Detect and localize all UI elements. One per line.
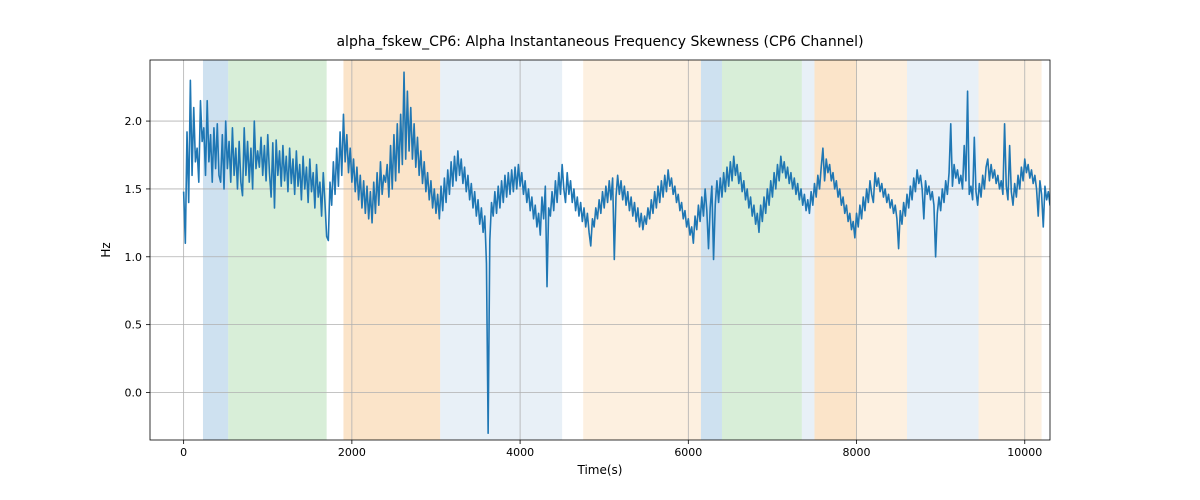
x-tick-label: 4000 [506, 446, 534, 459]
y-axis-ticks: 0.0 0.5 1.0 1.5 2.0 [125, 115, 151, 399]
x-tick-label: 10000 [1007, 446, 1042, 459]
y-tick-label: 0.0 [125, 387, 143, 400]
y-tick-label: 2.0 [125, 115, 143, 128]
y-axis-label: Hz [99, 242, 113, 257]
x-tick-label: 0 [180, 446, 187, 459]
x-tick-label: 6000 [674, 446, 702, 459]
chart-title: alpha_fskew_CP6: Alpha Instantaneous Fre… [336, 34, 863, 50]
x-tick-label: 8000 [843, 446, 871, 459]
y-tick-label: 0.5 [125, 319, 143, 332]
y-tick-label: 1.5 [125, 183, 143, 196]
x-axis-label: Time(s) [577, 463, 623, 477]
x-tick-label: 2000 [338, 446, 366, 459]
y-tick-label: 1.0 [125, 251, 143, 264]
chart-svg: 0 2000 4000 6000 8000 10000 0.0 0.5 1.0 1.5 2.0 a… [0, 0, 1200, 500]
chart-figure: 0 2000 4000 6000 8000 10000 0.0 0.5 1.0 1.5 2.0 a… [0, 0, 1200, 500]
x-axis-ticks: 0 2000 4000 6000 8000 10000 [180, 440, 1042, 459]
